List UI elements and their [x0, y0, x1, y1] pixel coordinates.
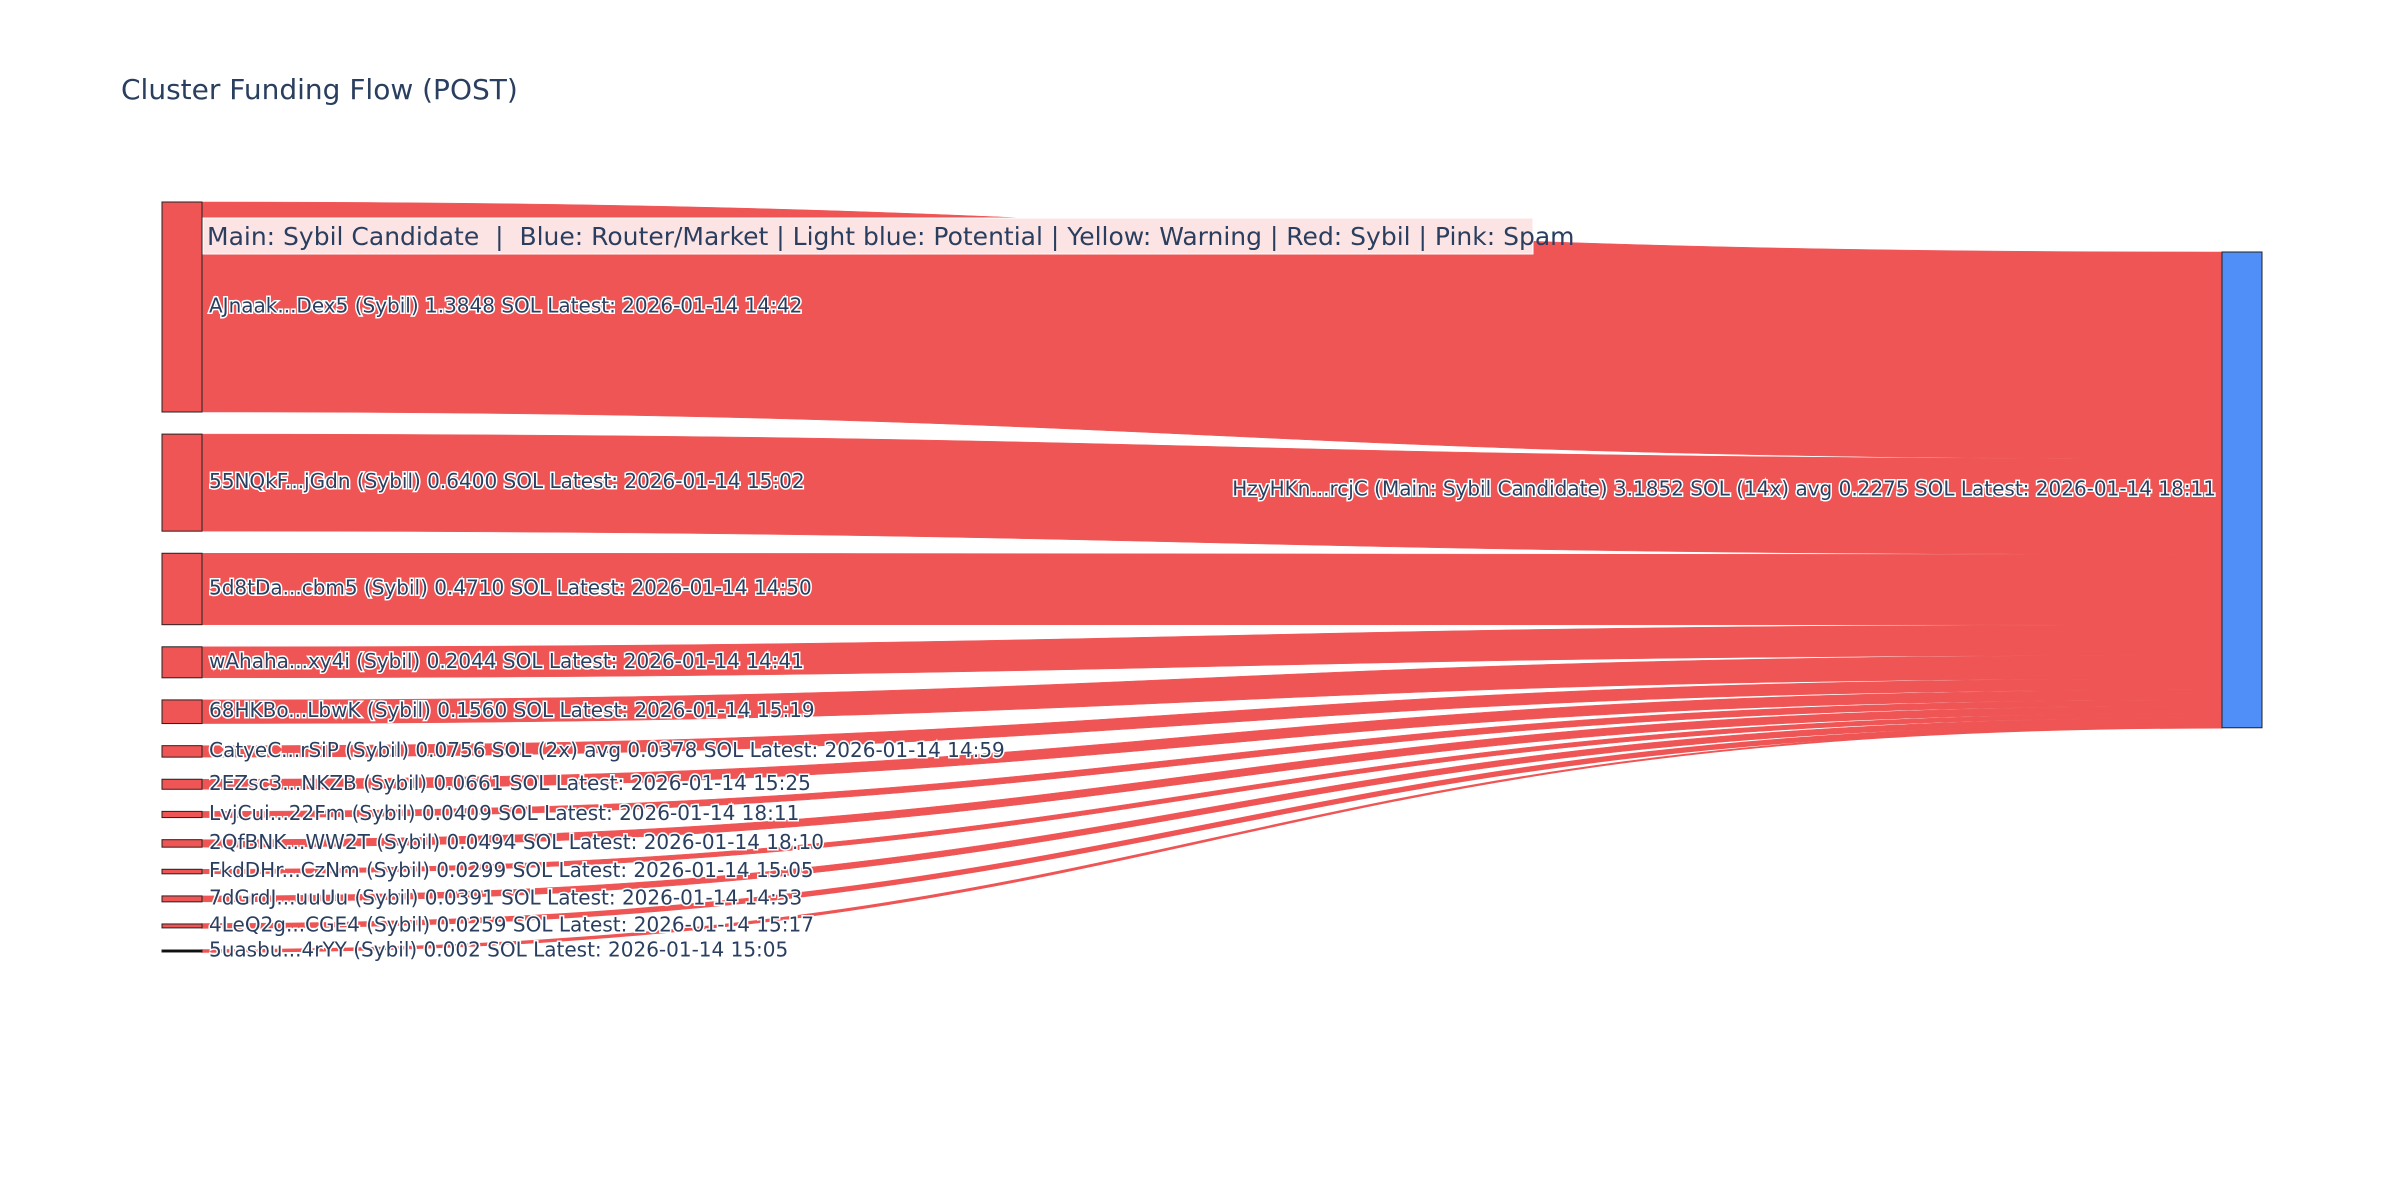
source-node-7[interactable]	[161, 778, 203, 790]
source-node-6[interactable]	[161, 745, 203, 758]
source-node-4[interactable]	[161, 646, 203, 679]
legend-group: Main: Sybil Candidate | Blue: Router/Mar…	[202, 217, 1575, 255]
source-node-2[interactable]	[161, 433, 203, 532]
source-label-7: 2EZsc3...NKZB (Sybil) 0.0661 SOL Latest:…	[209, 771, 811, 795]
source-label-4: wAhaha...xy4i (Sybil) 0.2044 SOL Latest:…	[209, 649, 804, 673]
target-node[interactable]	[2221, 251, 2263, 729]
source-label-5: 68HKBo...LbwK (Sybil) 0.1560 SOL Latest:…	[209, 698, 815, 722]
target-label: HzyHKn...rcjC (Main: Sybil Candidate) 3.…	[1232, 476, 2216, 500]
source-label-2: 55NQkF...jGdn (Sybil) 0.6400 SOL Latest:…	[209, 469, 805, 493]
node-labels: AJnaak...Dex5 (Sybil) 1.3848 SOL Latest:…	[208, 292, 2218, 963]
legend-background	[202, 217, 1534, 255]
flow-links	[201, 201, 2223, 953]
source-node-9[interactable]	[161, 839, 203, 848]
source-label-3: 5d8tDa...cbm5 (Sybil) 0.4710 SOL Latest:…	[209, 575, 812, 599]
chart-title: Cluster Funding Flow (POST)	[121, 73, 518, 106]
source-label-13: 5uasbu...4rYY (Sybil) 0.002 SOL Latest: …	[209, 938, 788, 962]
source-node-5[interactable]	[161, 699, 203, 725]
source-label-10: FkdDHr...CzNm (Sybil) 0.0299 SOL Latest:…	[209, 858, 814, 882]
source-node-12[interactable]	[161, 923, 203, 929]
source-label-9: 2QfBNK...WW2T (Sybil) 0.0494 SOL Latest:…	[209, 830, 824, 854]
source-label-11: 7dGrdJ...uuUu (Sybil) 0.0391 SOL Latest:…	[209, 885, 802, 909]
source-node-1[interactable]	[161, 201, 203, 413]
source-node-8[interactable]	[161, 810, 203, 819]
source-label-12: 4LeQ2g...CGE4 (Sybil) 0.0259 SOL Latest:…	[209, 912, 814, 936]
source-node-11[interactable]	[161, 895, 203, 903]
legend-text: Main: Sybil Candidate | Blue: Router/Mar…	[207, 222, 1575, 251]
source-label-6: CatyeC...rSiP (Sybil) 0.0756 SOL (2x) av…	[209, 738, 1005, 762]
source-node-3[interactable]	[161, 552, 203, 626]
source-label-1: AJnaak...Dex5 (Sybil) 1.3848 SOL Latest:…	[209, 294, 802, 318]
source-label-8: LvjCui...22Fm (Sybil) 0.0409 SOL Latest:…	[209, 801, 799, 825]
source-node-13[interactable]	[161, 949, 203, 953]
source-node-10[interactable]	[161, 868, 203, 875]
flow-nodes	[161, 201, 2263, 953]
